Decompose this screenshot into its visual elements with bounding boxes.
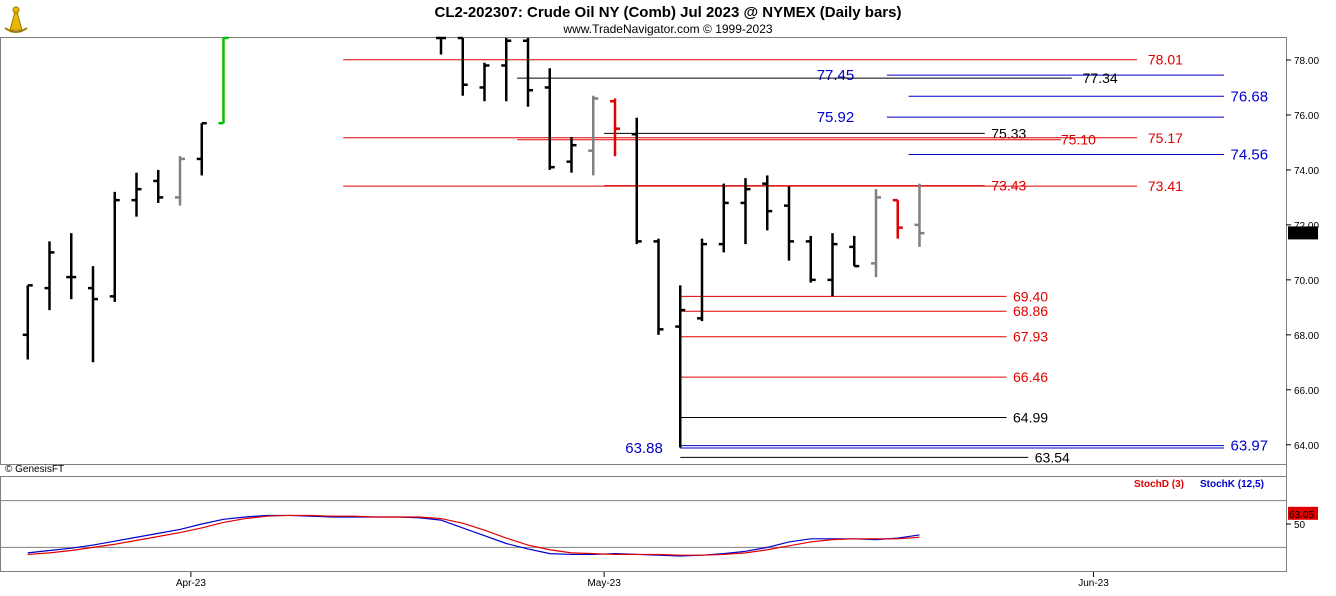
level-label: 78.01 [1148, 52, 1183, 68]
trade-navigator-logo-icon [4, 6, 28, 33]
ohlc-bar [849, 235, 860, 268]
level-label: 75.17 [1148, 130, 1183, 146]
genesis-credit: © GenesisFT [5, 464, 64, 475]
chart-subtitle: www.TradeNavigator.com © 1999-2023 [562, 22, 772, 36]
ohlc-bar [805, 235, 816, 283]
ohlc-bar [88, 266, 98, 363]
ohlc-bar [914, 183, 925, 247]
ohlc-bar [66, 233, 77, 300]
level-label: 75.33 [991, 125, 1026, 141]
level-label: 73.43 [991, 178, 1026, 194]
level-label: 76.68 [1231, 88, 1269, 105]
y-tick-label: 70.00 [1294, 276, 1319, 287]
ohlc-bar [675, 285, 686, 448]
ohlc-bar [131, 172, 142, 217]
level-label: 77.34 [1083, 70, 1118, 86]
y-tick-label: 72.00 [1294, 221, 1319, 232]
ohlc-bar [153, 169, 164, 203]
last-price-badge [1288, 226, 1318, 240]
stoch-legend-entry: StochK (12,5) [1200, 479, 1264, 490]
level-label: 63.88 [625, 440, 663, 457]
ohlc-bar [653, 238, 664, 335]
stoch-series-line [27, 514, 920, 556]
stoch-legend-entry: StochD (3) [1134, 479, 1184, 490]
ohlc-bar [892, 198, 903, 239]
level-label: 63.97 [1231, 438, 1269, 455]
level-label: 64.99 [1013, 410, 1048, 426]
ohlc-bar [762, 175, 773, 231]
level-label: 67.93 [1013, 329, 1048, 345]
last-price-label: 71.69 [1289, 229, 1314, 240]
x-tick-label: May-23 [587, 578, 621, 589]
ohlc-bar [218, 36, 229, 125]
x-tick-label: Apr-23 [176, 578, 206, 589]
y-tick-label: 64.00 [1294, 441, 1319, 452]
level-label: 74.56 [1231, 147, 1269, 164]
ohlc-bar [631, 117, 642, 245]
level-label: 77.45 [817, 67, 855, 84]
ohlc-bar [871, 189, 881, 278]
ohlc-bar [588, 95, 599, 176]
ohlc-bar [566, 136, 577, 173]
stochastic-panel-frame [0, 476, 1287, 572]
stoch-series-line [27, 514, 920, 557]
stoch-value-label: 63.05 [1289, 510, 1314, 521]
y-tick-label: 66.00 [1294, 386, 1319, 397]
x-tick-label: Jun-23 [1078, 578, 1109, 589]
chart-title: CL2-202307: Crude Oil NY (Comb) Jul 2023… [435, 4, 902, 21]
y-tick-label: 68.00 [1294, 331, 1319, 342]
ohlc-bar [544, 68, 555, 170]
ohlc-bar [523, 38, 533, 107]
ohlc-bar [457, 36, 468, 96]
y-tick-label: 78.00 [1294, 56, 1319, 67]
ohlc-bar [479, 62, 490, 102]
ohlc-bar [827, 233, 838, 297]
ohlc-bar [501, 38, 512, 102]
ohlc-bar [44, 241, 55, 311]
level-label: 69.40 [1013, 288, 1048, 304]
level-label: 75.92 [817, 109, 855, 126]
level-label: 68.86 [1013, 303, 1048, 319]
level-label: 73.41 [1148, 178, 1183, 194]
ohlc-bar [109, 191, 120, 302]
ohlc-bar [436, 36, 446, 55]
level-label: 75.10 [1061, 132, 1096, 148]
ohlc-bar [175, 156, 185, 206]
ohlc-bar [22, 284, 33, 360]
stoch-y-tick-label: 50 [1294, 520, 1306, 531]
ohlc-bar [718, 183, 729, 253]
stoch-value-badge [1288, 506, 1318, 520]
ohlc-bar [740, 178, 751, 245]
y-tick-label: 74.00 [1294, 166, 1319, 177]
price-panel-frame [0, 37, 1287, 465]
y-tick-label: 76.00 [1294, 111, 1319, 122]
ohlc-bar [784, 186, 794, 261]
ohlc-bar [196, 121, 207, 176]
level-label: 63.54 [1035, 449, 1070, 465]
level-label: 66.46 [1013, 369, 1048, 385]
ohlc-bar [610, 98, 620, 157]
ohlc-bar [697, 238, 707, 322]
